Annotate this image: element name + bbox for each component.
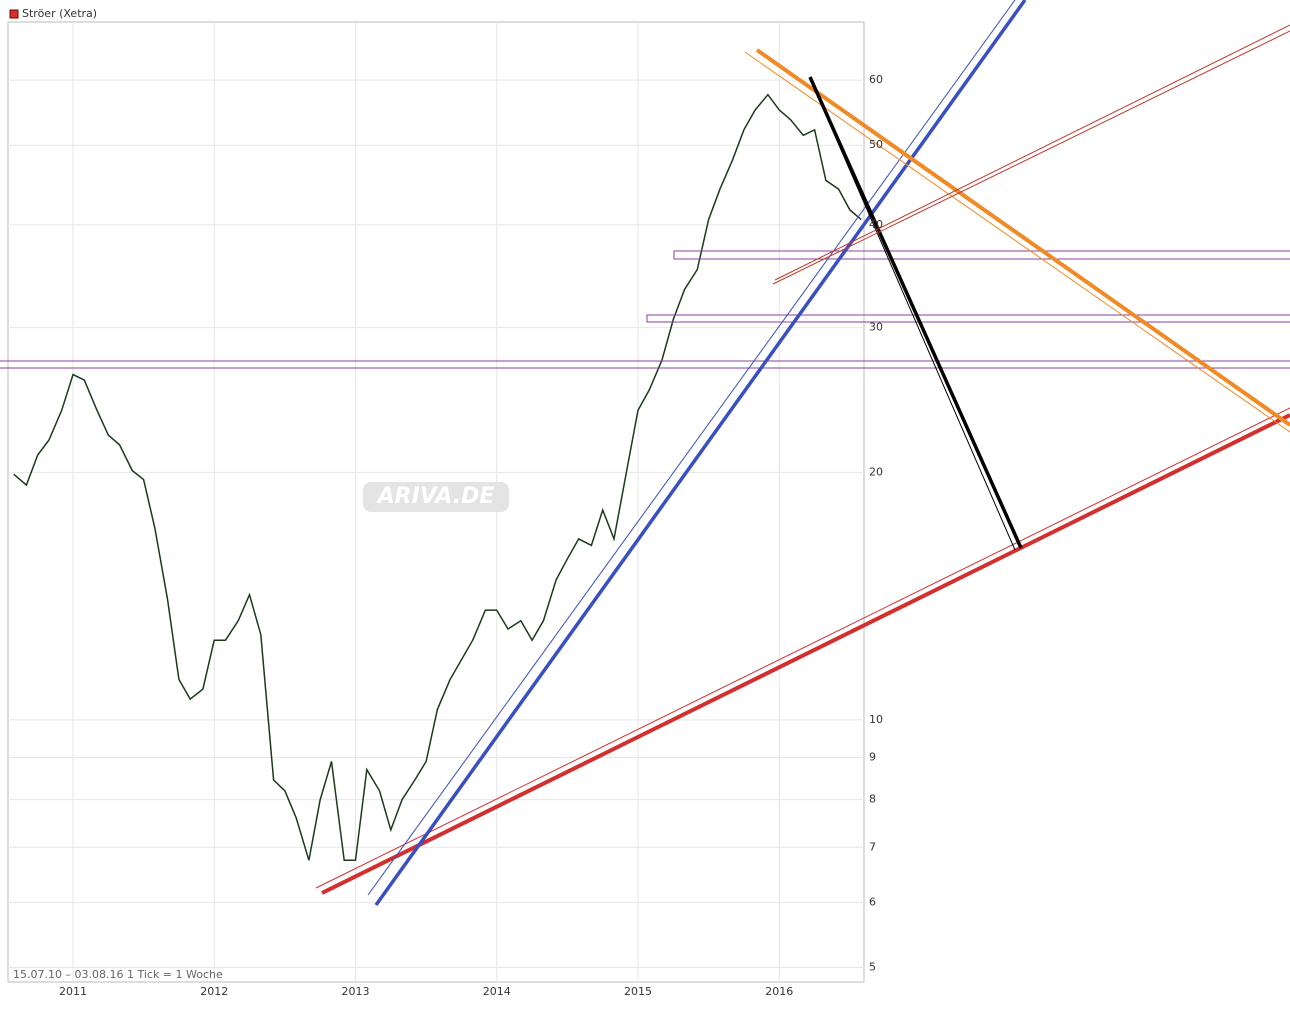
- x-tick-label: 2016: [765, 985, 793, 998]
- x-tick-label: 2012: [200, 985, 228, 998]
- y-tick-label: 40: [869, 218, 883, 231]
- watermark-text: ARIVA.DE: [376, 484, 495, 509]
- watermark: ARIVA.DE: [363, 482, 509, 512]
- x-tick-label: 2013: [341, 985, 369, 998]
- y-tick-label: 10: [869, 713, 883, 726]
- y-tick-label: 20: [869, 465, 883, 478]
- price-line: [13, 93, 862, 862]
- y-tick-label: 6: [869, 895, 876, 908]
- trend-lines: [0, 0, 1290, 907]
- footer: 15.07.10 – 03.08.16 1 Tick = 1 Woche: [13, 968, 223, 981]
- y-tick-label: 7: [869, 840, 876, 853]
- y-tick-label: 9: [869, 751, 876, 764]
- legend-label: Ströer (Xetra): [22, 7, 97, 20]
- y-tick-label: 30: [869, 321, 883, 334]
- x-tick-label: 2011: [59, 985, 87, 998]
- x-tick-label: 2014: [483, 985, 511, 998]
- y-tick-label: 8: [869, 793, 876, 806]
- x-tick-label: 2015: [624, 985, 652, 998]
- y-tick-label: 5: [869, 960, 876, 973]
- y-tick-label: 60: [869, 73, 883, 86]
- legend-swatch: [9, 9, 19, 19]
- y-tick-label: 50: [869, 138, 883, 151]
